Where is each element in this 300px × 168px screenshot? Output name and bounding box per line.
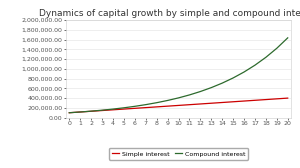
Compound interest — [220, 82, 224, 84]
Compound interest — [111, 108, 115, 110]
Compound interest — [100, 109, 104, 111]
Compound interest — [286, 37, 290, 39]
Simple interest — [155, 106, 158, 108]
Simple interest — [100, 110, 104, 112]
Compound interest — [155, 102, 158, 104]
Simple interest — [242, 100, 246, 102]
Compound interest — [78, 111, 82, 113]
Compound interest — [177, 97, 180, 99]
Simple interest — [253, 99, 257, 101]
Compound interest — [188, 94, 191, 96]
Simple interest — [199, 103, 202, 105]
Compound interest — [68, 112, 71, 114]
Simple interest — [275, 98, 279, 100]
Compound interest — [144, 104, 148, 106]
Simple interest — [286, 97, 290, 99]
Title: Dynamics of capital growth by simple and compound interest: Dynamics of capital growth by simple and… — [39, 9, 300, 18]
Compound interest — [253, 64, 257, 66]
Compound interest — [209, 87, 213, 89]
Compound interest — [89, 110, 93, 112]
Simple interest — [133, 107, 136, 109]
Simple interest — [122, 108, 126, 110]
Line: Simple interest: Simple interest — [69, 98, 288, 113]
Compound interest — [199, 91, 202, 93]
Simple interest — [89, 110, 93, 112]
Simple interest — [231, 101, 235, 103]
Legend: Simple interest, Compound interest: Simple interest, Compound interest — [109, 148, 248, 160]
Simple interest — [188, 104, 191, 106]
Simple interest — [111, 109, 115, 111]
Compound interest — [231, 77, 235, 79]
Simple interest — [177, 104, 180, 107]
Simple interest — [68, 112, 71, 114]
Simple interest — [166, 105, 169, 107]
Line: Compound interest: Compound interest — [69, 38, 288, 113]
Compound interest — [242, 71, 246, 73]
Simple interest — [209, 102, 213, 104]
Simple interest — [78, 111, 82, 113]
Compound interest — [166, 99, 169, 101]
Compound interest — [122, 107, 126, 109]
Simple interest — [264, 99, 268, 101]
Simple interest — [144, 107, 148, 109]
Compound interest — [275, 47, 279, 49]
Compound interest — [133, 105, 136, 107]
Simple interest — [220, 101, 224, 103]
Compound interest — [264, 56, 268, 58]
